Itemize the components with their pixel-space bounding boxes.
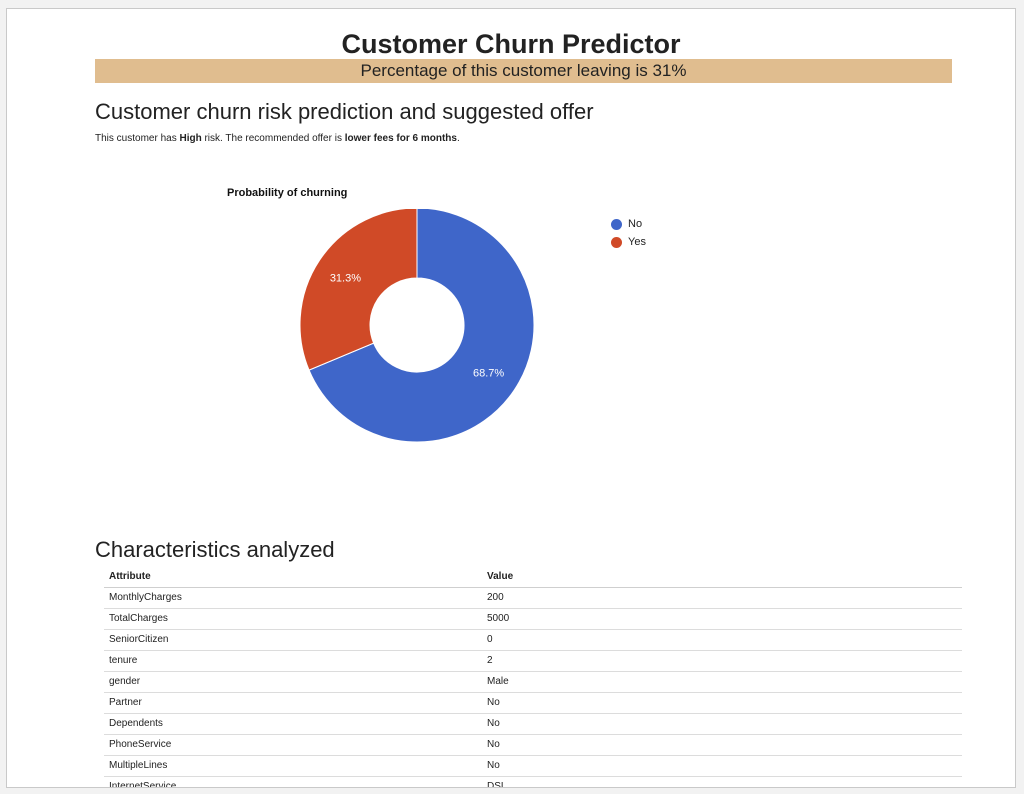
attribute-cell: TotalCharges [104, 608, 482, 630]
attribute-cell: tenure [104, 650, 482, 672]
value-cell: No [482, 755, 962, 777]
prediction-heading: Customer churn risk prediction and sugge… [95, 99, 594, 124]
table-row: MultipleLines No [104, 755, 962, 777]
attribute-cell: Partner [104, 692, 482, 714]
risk-suffix: . [456, 133, 460, 144]
value-cell: 0 [482, 629, 962, 651]
value-cell: No [482, 734, 962, 756]
donut-slice-yes [299, 209, 418, 371]
attribute-cell: SeniorCitizen [104, 629, 482, 651]
column-header-attribute: Attribute [104, 567, 482, 588]
chart-legend: No Yes [611, 215, 646, 251]
table-row: tenure 2 [104, 650, 962, 672]
column-header-value: Value [482, 567, 962, 588]
risk-summary: This customer has High risk. The recomme… [95, 133, 460, 144]
slice-value-label: 68.7% [473, 368, 504, 380]
legend-label: No [628, 218, 643, 230]
recommended-offer: lower fees for 6 months [344, 133, 457, 144]
slice-value-label: 31.3% [330, 272, 361, 284]
value-cell: 5000 [482, 608, 962, 630]
value-cell: No [482, 713, 962, 735]
value-cell: Male [482, 671, 962, 693]
value-cell: DSL [482, 776, 962, 787]
attribute-cell: MultipleLines [104, 755, 482, 777]
value-cell: 2 [482, 650, 962, 672]
attribute-cell: PhoneService [104, 734, 482, 756]
legend-swatch [611, 218, 622, 230]
risk-level: High [179, 133, 202, 144]
legend-item: Yes [611, 233, 646, 251]
risk-prefix: This customer has [95, 133, 180, 144]
attribute-cell: MonthlyCharges [104, 587, 482, 609]
table-row: SeniorCitizen 0 [104, 629, 962, 651]
table-row: MonthlyCharges 200 [104, 587, 962, 609]
chart-title: Probability of churning [227, 187, 348, 199]
attribute-cell: InternetService [104, 776, 482, 787]
value-cell: 200 [482, 587, 962, 609]
characteristics-table: Attribute Value MonthlyCharges 200 TotalCh… [104, 567, 962, 787]
legend-item: No [611, 215, 646, 233]
attribute-cell: Dependents [104, 713, 482, 735]
attribute-cell: gender [104, 671, 482, 693]
characteristics-heading: Characteristics analyzed [95, 537, 335, 562]
legend-label: Yes [628, 236, 646, 248]
churn-percentage-banner: Percentage of this customer leaving is 3… [95, 59, 952, 83]
legend-swatch [611, 236, 622, 248]
table-row: Partner No [104, 692, 962, 714]
table-row: TotalCharges 5000 [104, 608, 962, 630]
table-header-row: Attribute Value [104, 567, 962, 588]
risk-mid: risk. The recommended offer is [201, 133, 345, 144]
donut-slice-no [308, 209, 535, 443]
table-row: Dependents No [104, 713, 962, 735]
table-row: gender Male [104, 671, 962, 693]
value-cell: No [482, 692, 962, 714]
table-row: PhoneService No [104, 734, 962, 756]
table-row: InternetService DSL [104, 776, 962, 787]
page-frame: Customer Churn Predictor Percentage of t… [6, 8, 1016, 788]
churn-donut-chart: 68.7% 31.3% [299, 209, 535, 443]
page-title: Customer Churn Predictor [341, 29, 681, 59]
